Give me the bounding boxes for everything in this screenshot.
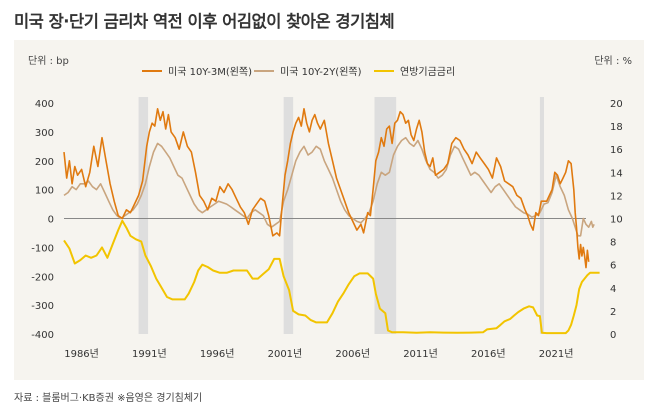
source-note: 자료 : 블룸버그·KB증권 ※음영은 경기침체기 bbox=[14, 393, 203, 404]
legend-label-0: 미국 10Y-3M(왼쪽) bbox=[168, 66, 252, 78]
legend-label-1: 미국 10Y-2Y(왼쪽) bbox=[280, 66, 362, 78]
right-axis-unit: 단위 : % bbox=[594, 56, 632, 67]
x-tick-label: 2016년 bbox=[471, 348, 506, 360]
y-left-tick-label: 0 bbox=[48, 215, 54, 226]
chart-svg: 4003002001000-100-200-300-40020181614121… bbox=[31, 66, 622, 360]
y-left-tick-label: -100 bbox=[31, 243, 54, 254]
y-right-tick-label: 0 bbox=[610, 330, 616, 341]
y-right-tick-label: 20 bbox=[610, 99, 623, 110]
y-left-tick-label: 300 bbox=[35, 128, 54, 139]
y-left-tick-label: 100 bbox=[35, 186, 54, 197]
y-right-tick-label: 2 bbox=[610, 307, 616, 318]
y-right-tick-label: 12 bbox=[610, 191, 623, 202]
x-tick-label: 1991년 bbox=[132, 348, 167, 360]
y-left-tick-label: -400 bbox=[31, 330, 54, 341]
y-right-tick-label: 18 bbox=[610, 122, 623, 133]
series-line-2 bbox=[63, 219, 600, 335]
axis-ticks: 4003002001000-100-200-300-40020181614121… bbox=[31, 99, 622, 360]
recession-band-0 bbox=[138, 97, 149, 334]
recession-band-2 bbox=[374, 97, 397, 334]
chart-title: 미국 장·단기 금리차 역전 이후 어김없이 찾아온 경기침체 bbox=[14, 12, 395, 31]
x-tick-label: 2001년 bbox=[268, 348, 303, 360]
chart-panel: 단위 : bp 단위 : % 400 300 200 100 0 -100 -200 -300… bbox=[14, 40, 644, 380]
series-line-1 bbox=[63, 136, 595, 237]
x-tick-label: 1986년 bbox=[64, 348, 99, 360]
legend: 미국 10Y-3M(왼쪽) 미국 10Y-2Y(왼쪽) 연방기금금리 bbox=[142, 66, 455, 78]
x-tick-label: 2011년 bbox=[403, 348, 438, 360]
recession-band-3 bbox=[539, 97, 544, 334]
left-axis-unit: 단위 : bp bbox=[28, 56, 69, 67]
y-right-tick-label: 4 bbox=[610, 284, 616, 295]
y-left-tick-label: 200 bbox=[35, 157, 54, 168]
y-left-tick-label: -300 bbox=[31, 301, 54, 312]
series-line-0 bbox=[63, 108, 590, 269]
series-lines bbox=[63, 108, 600, 335]
y-right-tick-label: 10 bbox=[610, 215, 623, 226]
recession-shading bbox=[138, 97, 544, 334]
y-left-tick-label: -200 bbox=[31, 272, 54, 283]
recession-band-1 bbox=[283, 97, 294, 334]
y-right-tick-label: 14 bbox=[610, 168, 623, 179]
y-right-tick-label: 8 bbox=[610, 238, 616, 249]
legend-label-2: 연방기금금리 bbox=[400, 66, 455, 78]
x-tick-label: 1996년 bbox=[200, 348, 235, 360]
x-tick-label: 2006년 bbox=[335, 348, 370, 360]
x-tick-label: 2021년 bbox=[539, 348, 574, 360]
y-left-tick-label: 400 bbox=[35, 99, 54, 110]
y-right-tick-label: 6 bbox=[610, 261, 616, 272]
y-right-tick-label: 16 bbox=[610, 145, 623, 156]
